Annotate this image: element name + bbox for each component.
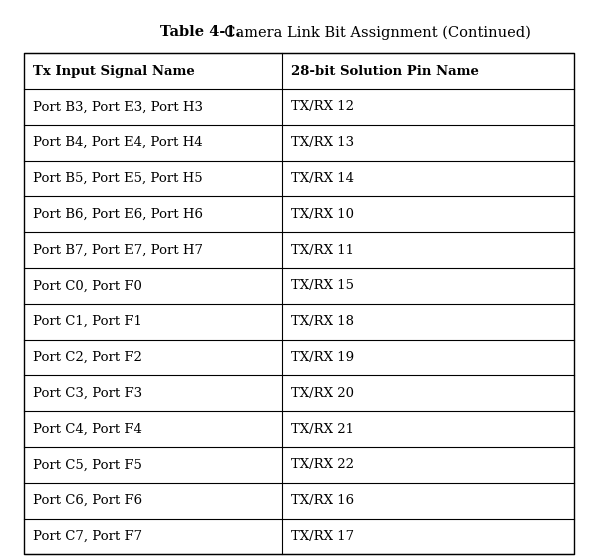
Text: Port B7, Port E7, Port H7: Port B7, Port E7, Port H7 (33, 244, 203, 256)
Text: Port C0, Port F0: Port C0, Port F0 (33, 279, 142, 292)
Text: TX/RX 11: TX/RX 11 (291, 244, 355, 256)
Text: Port C1, Port F1: Port C1, Port F1 (33, 315, 142, 328)
Text: Port C2, Port F2: Port C2, Port F2 (33, 351, 142, 364)
Text: Port B3, Port E3, Port H3: Port B3, Port E3, Port H3 (33, 100, 203, 113)
Text: TX/RX 15: TX/RX 15 (291, 279, 355, 292)
Text: TX/RX 22: TX/RX 22 (291, 459, 355, 472)
Text: TX/RX 21: TX/RX 21 (291, 423, 355, 436)
Text: Port B6, Port E6, Port H6: Port B6, Port E6, Port H6 (33, 208, 203, 221)
Text: TX/RX 13: TX/RX 13 (291, 136, 355, 149)
Text: Port B4, Port E4, Port H4: Port B4, Port E4, Port H4 (33, 136, 203, 149)
Text: TX/RX 19: TX/RX 19 (291, 351, 355, 364)
Text: Port C6, Port F6: Port C6, Port F6 (33, 494, 142, 507)
Text: TX/RX 20: TX/RX 20 (291, 387, 355, 400)
Text: TX/RX 16: TX/RX 16 (291, 494, 355, 507)
Text: Port C7, Port F7: Port C7, Port F7 (33, 530, 142, 543)
Text: TX/RX 18: TX/RX 18 (291, 315, 355, 328)
Text: Port C5, Port F5: Port C5, Port F5 (33, 459, 142, 472)
Text: Port B5, Port E5, Port H5: Port B5, Port E5, Port H5 (33, 172, 203, 185)
Text: 28-bit Solution Pin Name: 28-bit Solution Pin Name (291, 64, 480, 78)
Text: Port C4, Port F4: Port C4, Port F4 (33, 423, 142, 436)
Text: Table 4-1.: Table 4-1. (160, 25, 241, 39)
Text: TX/RX 10: TX/RX 10 (291, 208, 355, 221)
Text: TX/RX 14: TX/RX 14 (291, 172, 355, 185)
Text: Tx Input Signal Name: Tx Input Signal Name (33, 64, 194, 78)
Text: TX/RX 12: TX/RX 12 (291, 100, 355, 113)
Text: TX/RX 17: TX/RX 17 (291, 530, 355, 543)
Text: Camera Link Bit Assignment (Continued): Camera Link Bit Assignment (Continued) (215, 25, 531, 40)
Text: Port C3, Port F3: Port C3, Port F3 (33, 387, 142, 400)
